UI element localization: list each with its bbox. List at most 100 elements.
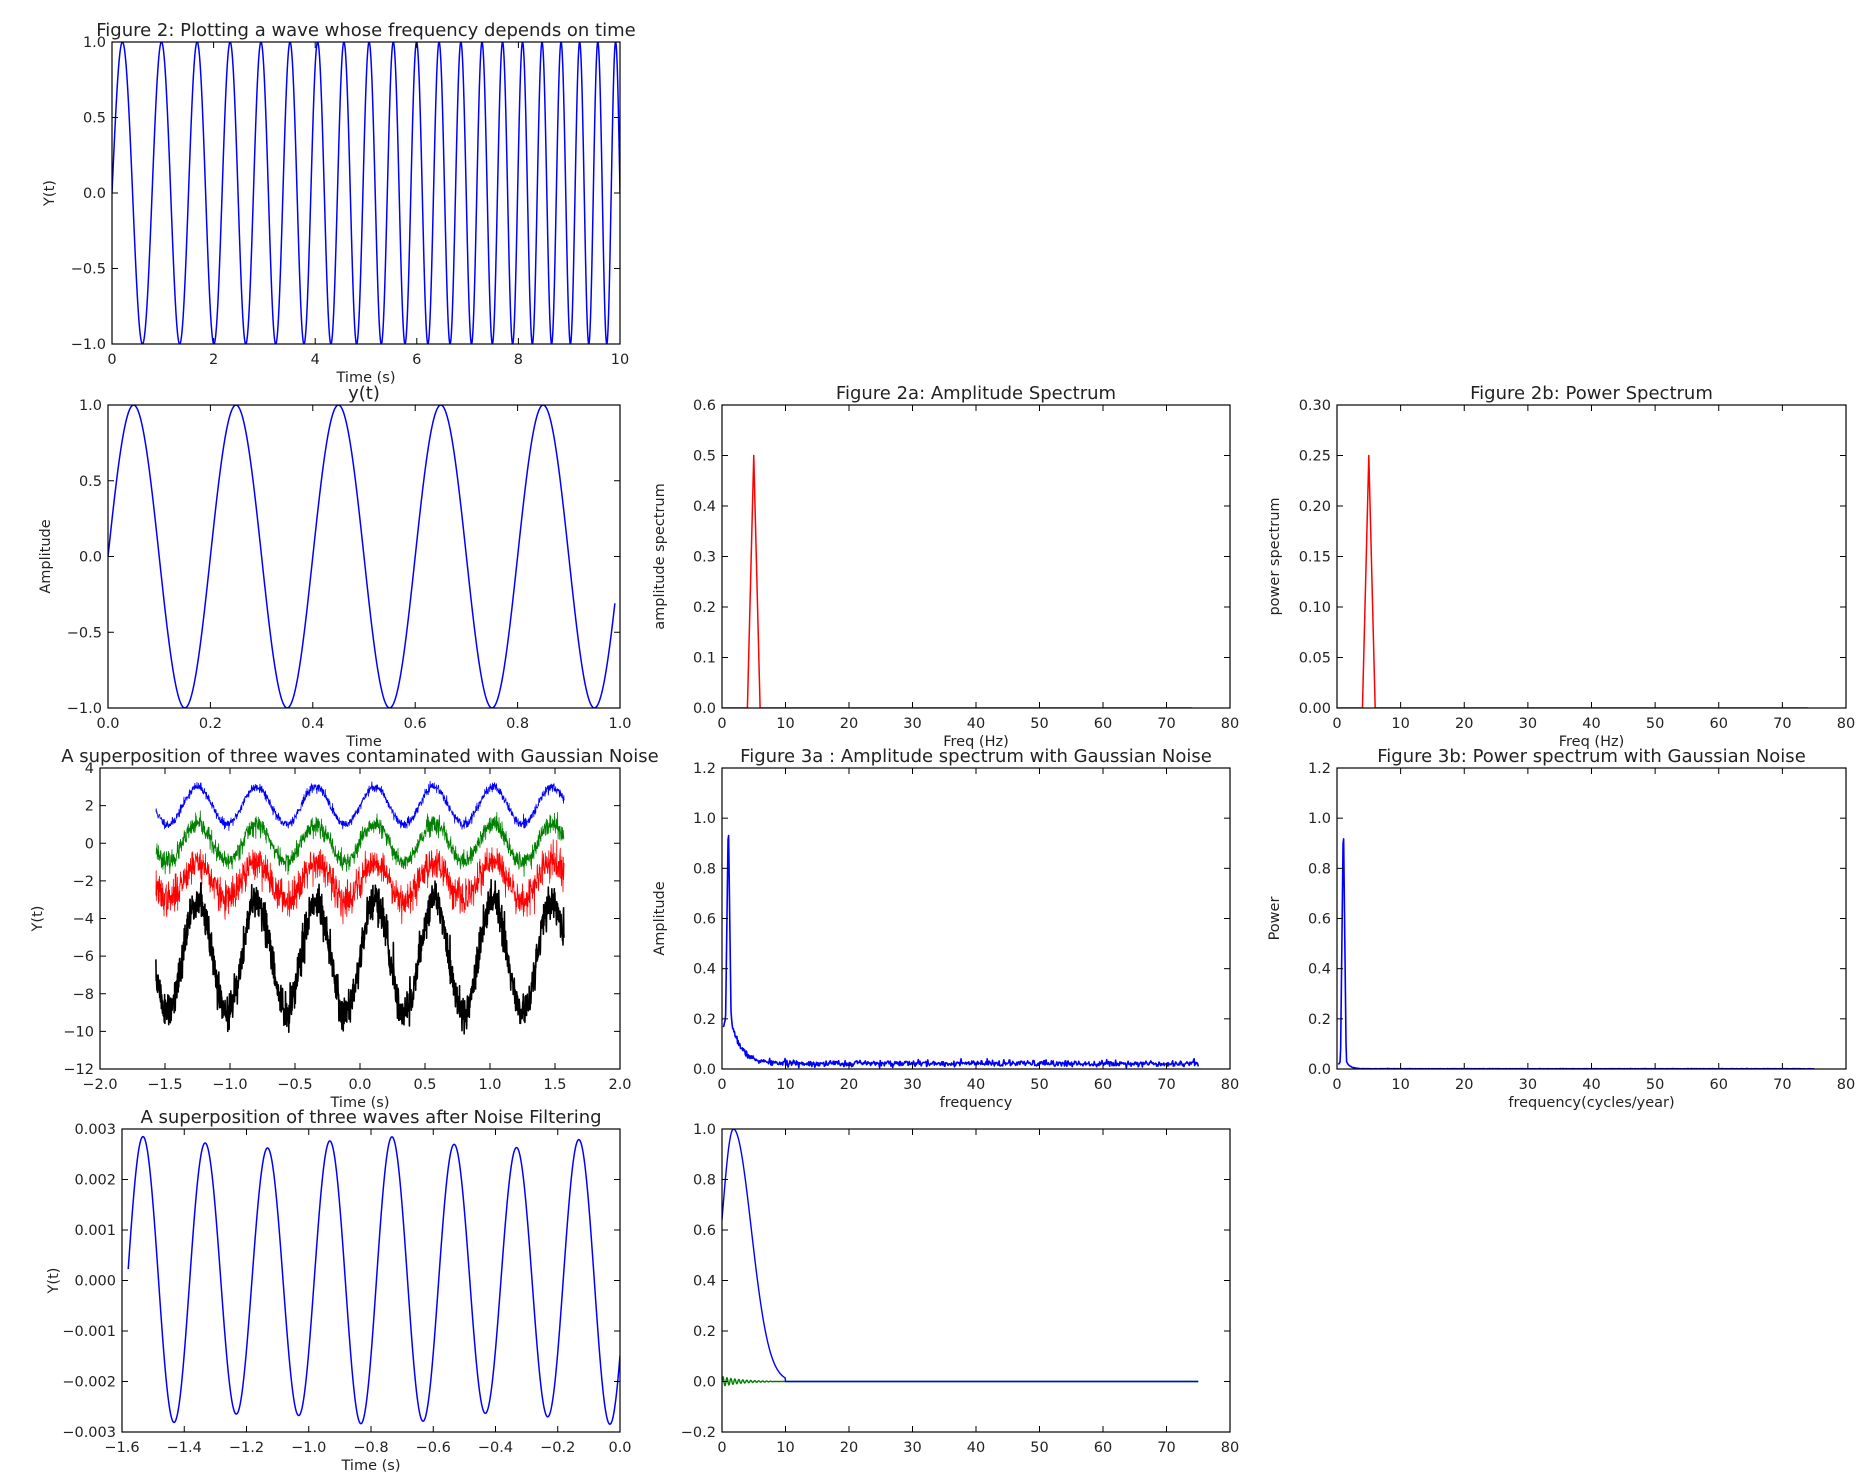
chart-title: A superposition of three waves after Noi… [140,1107,601,1128]
y-tick-label: −8 [73,987,94,1003]
x-tick-label: 4 [311,352,320,368]
x-tick-label: 60 [1094,716,1112,732]
x-tick-label: 0.0 [96,716,119,732]
y-tick-label: −12 [63,1062,94,1078]
y-axis-label: Power [1267,897,1283,941]
y-tick-label: 1.2 [1308,761,1331,777]
x-tick-label: 50 [1030,1077,1048,1093]
x-tick-label: −0.4 [478,1440,513,1456]
y-tick-label: −0.2 [681,1425,716,1441]
y-tick-label: 0.2 [693,600,716,616]
x-axis-label: frequency [940,1095,1013,1111]
y-tick-label: 0.0 [693,1375,716,1391]
y-tick-label: 0.6 [693,912,716,928]
axes-frame [721,404,1231,709]
x-tick-label: 0.5 [413,1077,436,1093]
y-tick-label: 0.2 [693,1324,716,1340]
y-tick-label: 1.0 [693,1122,716,1138]
y-tick-label: −0.5 [67,625,102,641]
y-tick-label: 0.2 [693,1012,716,1028]
y-tick-label: 0.2 [1308,1012,1331,1028]
y-tick-label: 2 [85,799,94,815]
x-tick-label: 0.2 [199,716,222,732]
x-tick-label: −1.6 [104,1440,139,1456]
y-tick-label: −0.001 [62,1324,116,1340]
x-tick-label: −1.2 [229,1440,264,1456]
subplot-2: 0.0 0.2 0.4 0.6 0.8 1.0 −1.0 −0.5 0.0 0.5 1.0 y(t) T… [38,383,632,750]
x-tick-label: 70 [1157,1440,1175,1456]
series-line-1 [112,42,620,344]
y-tick-label: 0.5 [693,449,716,465]
axes-frame [121,1128,621,1433]
subplot-3: 0 10 20 30 40 50 60 70 80 0.0 0.1 0.2 0.3 0.4 0.5 0.6 Fi… [652,383,1239,750]
y-tick-label: 0.15 [1299,550,1331,566]
x-tick-label: 20 [840,716,858,732]
x-tick-label: −1.0 [291,1440,326,1456]
y-tick-label: −0.002 [62,1375,116,1391]
y-tick-label: 0.4 [1308,962,1331,978]
y-axis-label: power spectrum [1267,497,1283,615]
x-tick-label: 80 [1837,716,1855,732]
chart-title: A superposition of three waves contamina… [61,746,659,767]
axes-frame [721,767,1231,1070]
y-tick-label: 0.4 [693,1274,716,1290]
chart-title: Figure 3b: Power spectrum with Gaussian … [1377,746,1806,767]
x-tick-label: 0 [1332,1077,1341,1093]
x-tick-label: −1.5 [147,1077,182,1093]
y-tick-label: 0.0 [693,701,716,717]
x-axis-label: Freq (Hz) [943,734,1009,750]
x-tick-label: 2 [209,352,218,368]
x-tick-label: 20 [840,1077,858,1093]
x-tick-label: 50 [1646,1077,1664,1093]
y-tick-label: 1.0 [83,35,106,51]
x-tick-label: 10 [611,352,629,368]
x-tick-label: −2.0 [82,1077,117,1093]
y-axis-label: Y(t) [30,906,46,933]
x-tick-label: 0 [717,1440,726,1456]
x-tick-label: 1.0 [478,1077,501,1093]
y-tick-label: 0.30 [1299,398,1331,414]
x-tick-label: 40 [1582,716,1600,732]
x-tick-label: 40 [967,716,985,732]
x-tick-label: 80 [1221,1077,1239,1093]
x-tick-label: 20 [1455,716,1473,732]
x-tick-label: −1.4 [167,1440,202,1456]
y-tick-label: 0.1 [693,651,716,667]
x-tick-label: 30 [1519,1077,1537,1093]
y-tick-label: −10 [63,1024,94,1040]
x-tick-label: 60 [1094,1440,1112,1456]
subplot-7: 0 10 20 30 40 50 60 70 80 0.0 0.2 0.4 0.6 0.8 1.0 1.2 Fi… [1267,746,1855,1111]
x-axis-label: Time [345,734,382,750]
x-tick-label: 30 [903,1440,921,1456]
series-line-1 [155,780,565,831]
series-line-1 [1337,838,1815,1069]
x-tick-label: −0.2 [540,1440,575,1456]
x-tick-label: 70 [1157,1077,1175,1093]
x-axis-label: frequency(cycles/year) [1508,1095,1674,1111]
axes-frame [1336,404,1847,709]
x-tick-label: 1.5 [543,1077,566,1093]
x-tick-label: 70 [1773,1077,1791,1093]
x-tick-label: 10 [1391,1077,1409,1093]
x-tick-label: −0.6 [416,1440,451,1456]
y-tick-label: 0.0 [83,186,106,202]
x-tick-label: 60 [1710,716,1728,732]
y-tick-label: 4 [85,761,94,777]
axes-frame [721,1128,1231,1433]
subplot-9: 0 10 20 30 40 50 60 70 80 −0.2 0.0 0.2 0.4 0.6 0.8 1.0 [681,1122,1239,1456]
x-tick-label: −0.5 [277,1077,312,1093]
y-tick-label: 0.5 [79,474,102,490]
y-tick-label: −0.5 [71,262,106,278]
y-tick-label: 0.0 [693,1062,716,1078]
x-tick-label: 0.0 [348,1077,371,1093]
y-tick-label: 0.002 [74,1173,116,1189]
x-tick-label: 0.8 [506,716,529,732]
y-tick-label: 0.4 [693,962,716,978]
series-line-3 [155,839,565,925]
y-tick-label: 1.0 [79,398,102,414]
y-axis-label: Y(t) [42,180,58,207]
x-tick-label: 0 [717,716,726,732]
y-tick-label: −1.0 [71,337,106,353]
x-tick-label: 8 [514,352,523,368]
